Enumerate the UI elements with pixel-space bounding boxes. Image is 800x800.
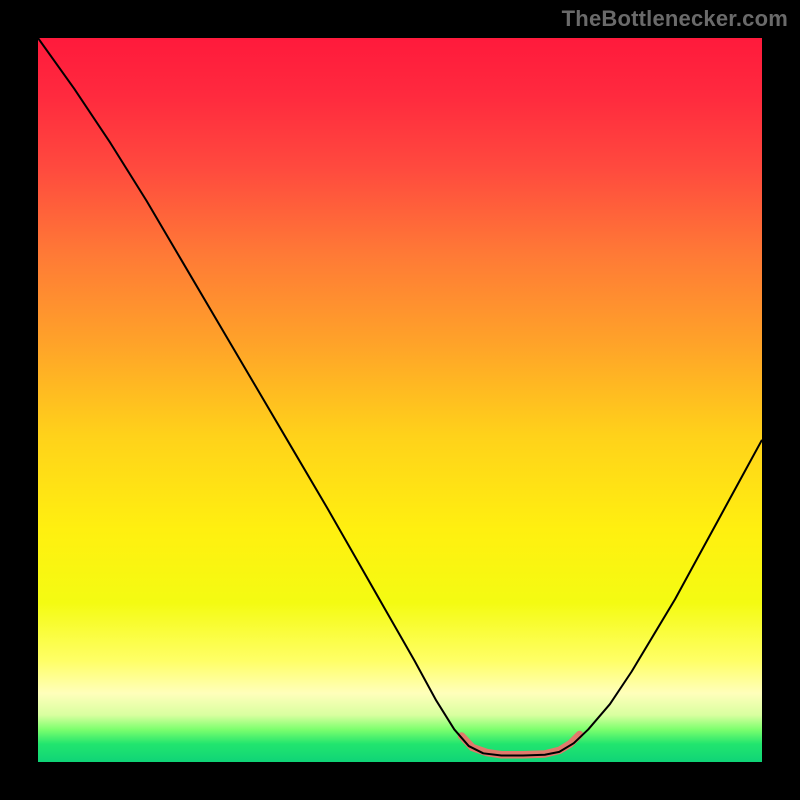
bottleneck-curve-chart — [0, 0, 800, 800]
watermark-text: TheBottlenecker.com — [562, 6, 788, 32]
gradient-background — [38, 38, 762, 762]
chart-frame: TheBottlenecker.com — [0, 0, 800, 800]
